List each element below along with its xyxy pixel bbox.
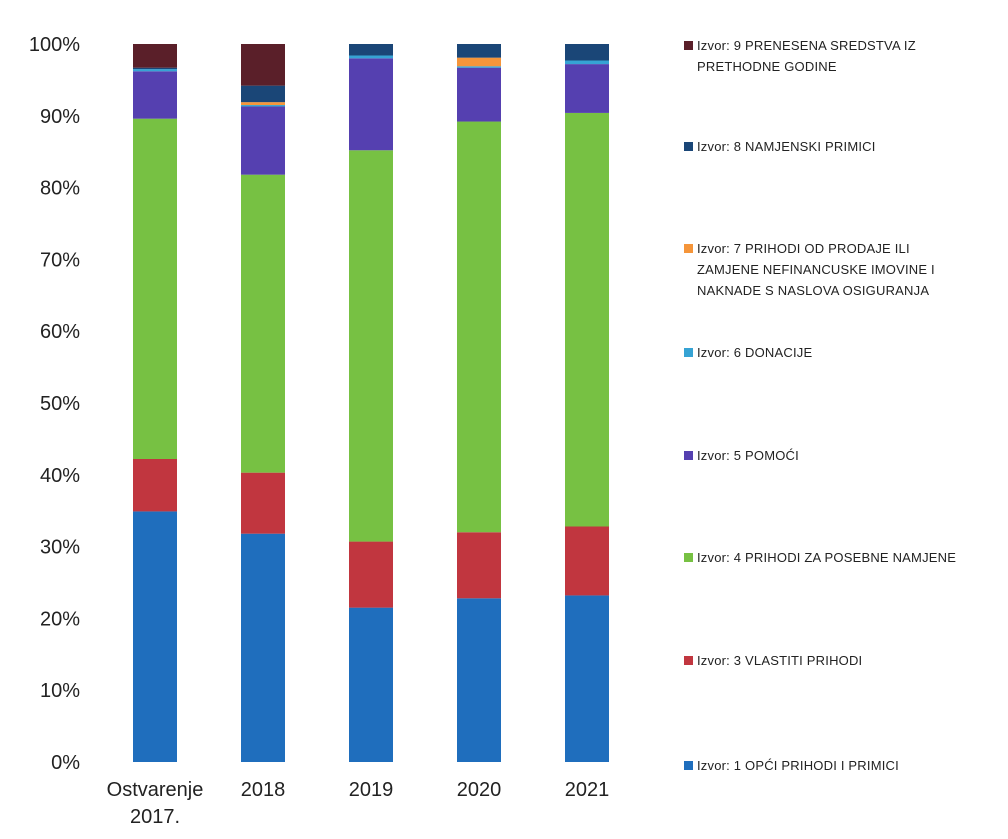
legend-label-izvor-7: Izvor: 7 PRIHODI OD PRODAJE ILI ZAMJENE … [697,241,935,298]
legend-label-izvor-4: Izvor: 4 PRIHODI ZA POSEBNE NAMJENE [697,550,957,565]
bar-segment [349,541,393,608]
legend-label-izvor-8: Izvor: 8 NAMJENSKI PRIMICI [697,139,876,154]
y-tick-label: 60% [40,321,80,343]
bar-segment [565,526,609,596]
bar-segment [133,44,177,68]
y-tick-label: 90% [40,106,80,128]
y-tick-label: 80% [40,178,80,200]
legend-swatch-izvor-5 [684,451,693,460]
bar-segment [133,511,177,762]
legend-swatch-izvor-3 [684,656,693,665]
bar-segment [565,112,609,527]
bar-segment [565,60,609,65]
bar-segment [241,105,285,107]
bar-segment [133,67,177,70]
legend-swatch-izvor-1 [684,761,693,770]
bar-segment [133,118,177,460]
bar-segment [349,150,393,542]
x-category-label: 2021 [565,779,610,801]
legend-item-izvor-6: Izvor: 6 DONACIJE [684,343,812,363]
x-category-label: 2019 [349,779,394,801]
y-tick-label: 30% [40,537,80,559]
bar-segment [565,64,609,113]
legend-item-izvor-3: Izvor: 3 VLASTITI PRIHODI [684,651,862,671]
bar-segment [457,598,501,762]
bar-segment [457,66,501,68]
bar-segment [241,174,285,473]
bar-segment [349,44,393,56]
bar-segment [457,67,501,122]
legend-item-izvor-8: Izvor: 8 NAMJENSKI PRIMICI [684,137,876,157]
legend-item-izvor-1: Izvor: 1 OPĆI PRIHODI I PRIMICI [684,756,899,776]
bar-segment [133,459,177,512]
x-category-label: 2018 [241,779,286,801]
y-tick-label: 100% [29,34,80,56]
legend-swatch-izvor-7 [684,244,693,253]
legend-swatch-izvor-6 [684,348,693,357]
x-category-label: Ostvarenje 2017. [107,779,204,828]
bar-segment [565,44,609,61]
bar-segment [457,121,501,533]
legend-label-izvor-1: Izvor: 1 OPĆI PRIHODI I PRIMICI [697,758,899,773]
y-tick-label: 50% [40,393,80,415]
legend-label-izvor-5: Izvor: 5 POMOĆI [697,448,799,463]
legend-label-izvor-3: Izvor: 3 VLASTITI PRIHODI [697,653,863,668]
bar-segment [349,58,393,151]
bar-segment [241,44,285,86]
y-tick-label: 10% [40,680,80,702]
bar-segment [457,44,501,58]
legend-item-izvor-7: Izvor: 7 PRIHODI OD PRODAJE ILI ZAMJENE … [684,239,935,301]
legend-item-izvor-4: Izvor: 4 PRIHODI ZA POSEBNE NAMJENE [684,548,956,568]
bar-segment [457,57,501,67]
bar-segment [349,55,393,59]
y-tick-label: 40% [40,465,80,487]
legend-swatch-izvor-4 [684,553,693,562]
y-tick-label: 0% [51,752,80,774]
bar-segment [565,595,609,762]
y-tick-label: 20% [40,608,80,630]
bar-segment [349,607,393,762]
y-tick-label: 70% [40,249,80,271]
legend-label-izvor-6: Izvor: 6 DONACIJE [697,345,813,360]
bar-segment [241,533,285,762]
bar-segment [457,532,501,599]
bar-segment [241,106,285,175]
bar-segment [241,102,285,106]
bar-segment [133,69,177,72]
bar-segment [241,472,285,534]
bar-segment [241,85,285,103]
legend-label-izvor-9: Izvor: 9 PRENESENA SREDSTVA IZ PRETHODNE… [697,38,916,74]
legend-swatch-izvor-8 [684,142,693,151]
bar-segment [133,71,177,119]
legend-item-izvor-9: Izvor: 9 PRENESENA SREDSTVA IZ PRETHODNE… [684,36,916,77]
x-category-label: 2020 [457,779,502,801]
legend-swatch-izvor-9 [684,41,693,50]
legend-item-izvor-5: Izvor: 5 POMOĆI [684,446,799,466]
